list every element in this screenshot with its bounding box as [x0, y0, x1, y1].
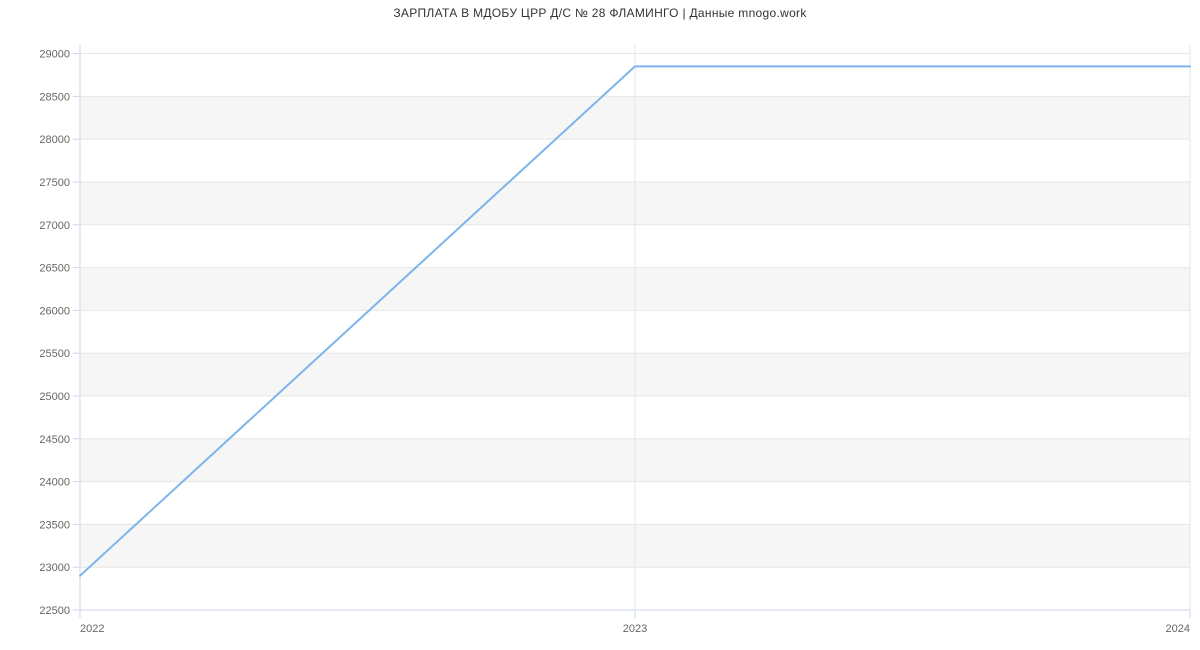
svg-text:27000: 27000 — [39, 220, 70, 232]
chart-svg: 22500 23000 23500 24000 24500 25000 25500 26000… — [0, 0, 1200, 650]
svg-text:24000: 24000 — [39, 477, 70, 489]
svg-text:25500: 25500 — [39, 348, 70, 360]
svg-text:26000: 26000 — [39, 305, 70, 317]
salary-chart: ЗАРПЛАТА В МДОБУ ЦРР Д/С № 28 ФЛАМИНГО |… — [0, 0, 1200, 650]
svg-text:25000: 25000 — [39, 391, 70, 403]
svg-text:2023: 2023 — [623, 623, 647, 635]
svg-text:2022: 2022 — [80, 623, 104, 635]
svg-text:24500: 24500 — [39, 434, 70, 446]
svg-text:26500: 26500 — [39, 263, 70, 275]
svg-text:27500: 27500 — [39, 177, 70, 189]
svg-text:2024: 2024 — [1166, 623, 1190, 635]
svg-text:23500: 23500 — [39, 519, 70, 531]
svg-text:28500: 28500 — [39, 91, 70, 103]
svg-text:29000: 29000 — [39, 49, 70, 61]
svg-text:23000: 23000 — [39, 562, 70, 574]
svg-text:22500: 22500 — [39, 605, 70, 617]
svg-text:28000: 28000 — [39, 134, 70, 146]
